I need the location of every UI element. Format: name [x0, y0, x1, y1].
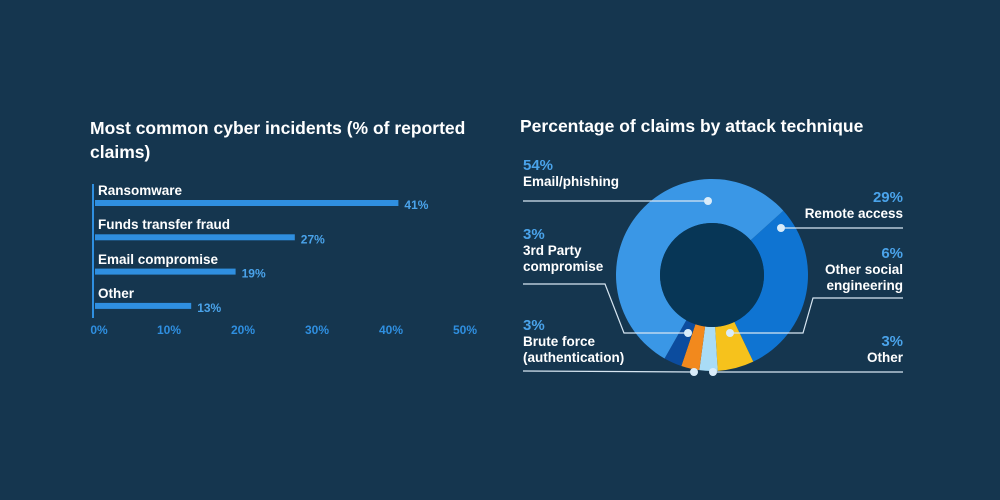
donut-slice: [715, 321, 754, 371]
bar-value-label: 13%: [197, 301, 221, 315]
slice-name-label: Other social engineering: [824, 262, 903, 293]
leader-line: [730, 297, 903, 334]
leader-line: [522, 370, 695, 373]
leader-dot: [777, 224, 785, 232]
x-tick-label: 20%: [231, 323, 255, 337]
bar-chart-title: Most common cyber incidents (% of report…: [90, 118, 466, 162]
donut-slice: [616, 179, 784, 359]
leader-dot: [726, 329, 734, 337]
x-tick-label: 30%: [305, 323, 329, 337]
x-tick-label: 0%: [90, 323, 108, 337]
bar: [95, 234, 295, 241]
leader-dot: [704, 197, 712, 205]
bar-value-label: 27%: [301, 232, 325, 246]
slice-value-label: 3%: [523, 317, 545, 334]
slice-name-label: Remote access: [804, 206, 903, 221]
donut-slice-label: 29% Remote access: [805, 190, 903, 222]
bar-category-label: Other: [98, 285, 135, 301]
bar-value-label: 19%: [242, 267, 266, 281]
donut-slice: [681, 324, 706, 371]
bar: [95, 302, 192, 309]
bar: [95, 200, 399, 206]
donut-slice-label: 54% Email/phishing: [523, 158, 619, 190]
slice-name-label: Other: [866, 350, 903, 365]
donut-hole: [660, 223, 764, 327]
donut-slice: [699, 326, 718, 372]
donut-slice-label: 6% Other social engineering: [793, 246, 903, 294]
slice-name-label: Brute force (authentication): [523, 334, 625, 365]
donut-slice-label: 3% 3rd Party compromise: [523, 227, 633, 275]
slice-name-label: Email/phishing: [523, 174, 620, 189]
x-tick-label: 40%: [379, 323, 403, 337]
x-tick-label: 10%: [157, 323, 181, 337]
slice-name-label: 3rd Party compromise: [523, 243, 604, 274]
bar-category-label: Ransomware: [98, 183, 183, 198]
bar-category-label: Email compromise: [98, 251, 219, 267]
leader-dot: [690, 368, 698, 376]
slice-value-label: 54%: [523, 157, 554, 174]
donut-slice: [734, 210, 808, 362]
bar-value-label: 41%: [404, 198, 428, 212]
slice-value-label: 29%: [872, 189, 903, 206]
slice-value-label: 6%: [881, 245, 903, 262]
donut-slice-label: 3% Brute force (authentication): [523, 318, 653, 366]
bar-category-label: Funds transfer fraud: [98, 217, 231, 233]
donut-chart-title: Percentage of claims by attack technique: [520, 116, 864, 136]
slice-value-label: 3%: [523, 226, 545, 243]
slice-value-label: 3%: [881, 333, 903, 350]
leader-dot: [709, 368, 717, 376]
leader-line: [523, 283, 688, 334]
leader-dot: [684, 329, 692, 337]
donut-slice-label: 3% Other: [867, 334, 903, 366]
bar: [95, 268, 236, 275]
x-tick-label: 50%: [453, 323, 477, 337]
